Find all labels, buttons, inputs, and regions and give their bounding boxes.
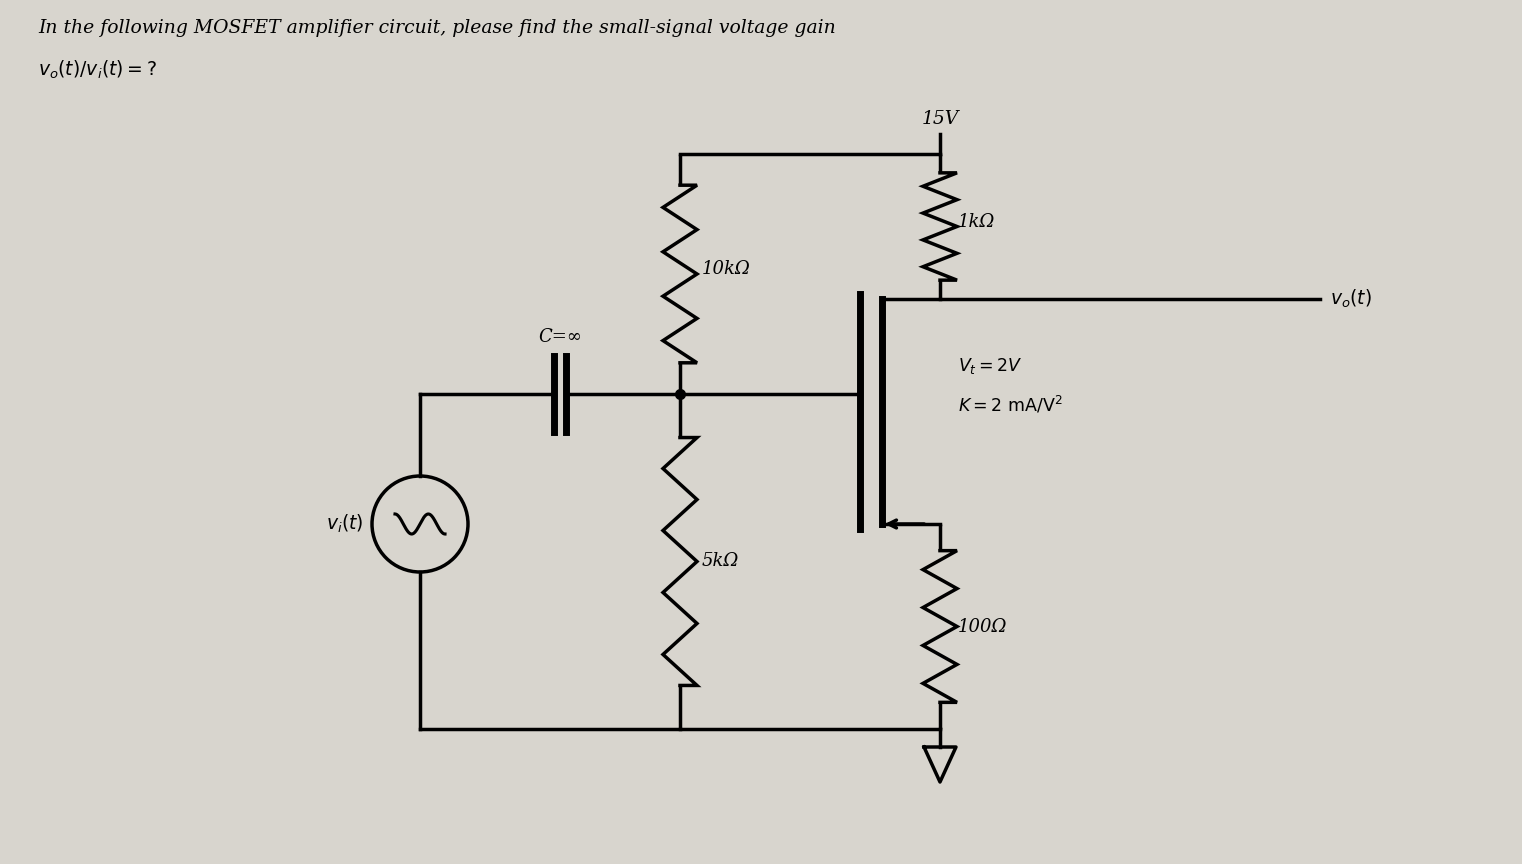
Text: $K = 2\ \mathrm{mA/V^2}$: $K = 2\ \mathrm{mA/V^2}$: [957, 394, 1062, 415]
Text: C=∞: C=∞: [539, 328, 581, 346]
Text: $v_o(t)/v_i(t) = ?$: $v_o(t)/v_i(t) = ?$: [38, 59, 157, 81]
Text: $v_i(t)$: $v_i(t)$: [326, 513, 364, 535]
Text: 15V: 15V: [921, 110, 959, 128]
Text: 5kΩ: 5kΩ: [702, 552, 740, 570]
Text: $v_o(t)$: $v_o(t)$: [1330, 288, 1371, 310]
Text: 1kΩ: 1kΩ: [957, 213, 995, 231]
Text: 10kΩ: 10kΩ: [702, 260, 750, 278]
Text: $V_t = 2V$: $V_t = 2V$: [957, 356, 1023, 376]
Text: 100Ω: 100Ω: [957, 618, 1008, 636]
Text: In the following MOSFET amplifier circuit, please find the small-signal voltage : In the following MOSFET amplifier circui…: [38, 19, 836, 37]
